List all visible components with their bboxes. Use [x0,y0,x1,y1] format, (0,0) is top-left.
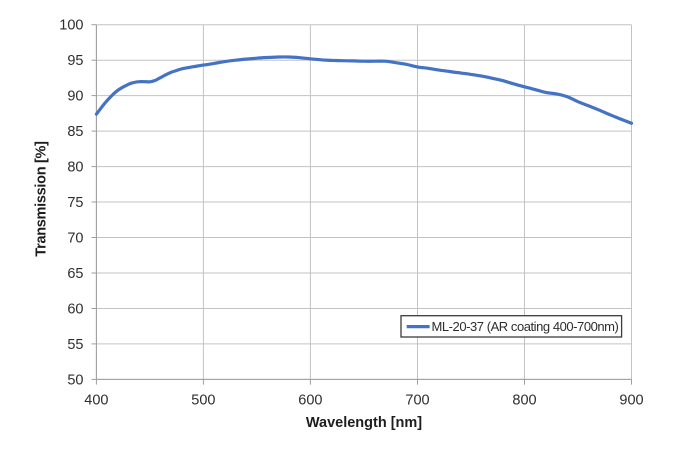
svg-text:85: 85 [67,124,83,140]
svg-text:100: 100 [59,18,83,34]
svg-text:900: 900 [619,393,643,409]
svg-text:800: 800 [512,393,536,409]
svg-text:65: 65 [67,266,83,282]
svg-text:Wavelength [nm]: Wavelength [nm] [306,415,422,431]
svg-text:50: 50 [67,372,83,388]
svg-text:Transmission [%]: Transmission [%] [34,141,50,257]
svg-text:400: 400 [84,393,108,409]
svg-text:55: 55 [67,337,83,353]
svg-text:500: 500 [191,393,215,409]
svg-text:60: 60 [67,302,83,318]
svg-text:70: 70 [67,231,83,247]
svg-text:600: 600 [298,393,322,409]
svg-text:75: 75 [67,195,83,211]
svg-text:80: 80 [67,160,83,176]
svg-text:ML-20-37 (AR coating 400-700nm: ML-20-37 (AR coating 400-700nm) [432,319,619,334]
svg-text:95: 95 [67,53,83,69]
svg-text:90: 90 [67,89,83,105]
svg-text:700: 700 [405,393,429,409]
